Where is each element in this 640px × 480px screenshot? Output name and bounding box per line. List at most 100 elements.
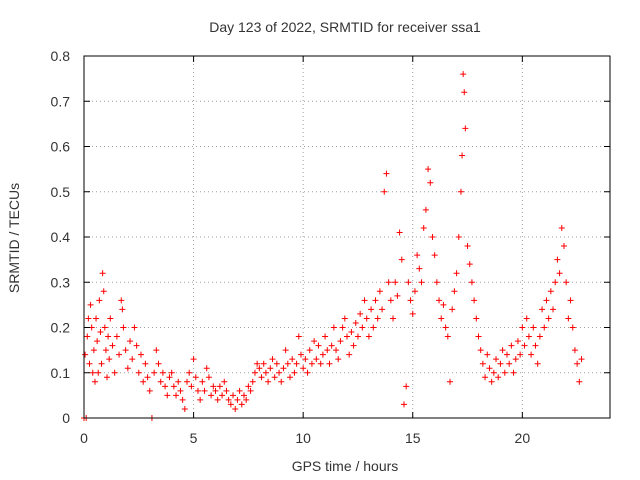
y-tick-label: 0.2 bbox=[51, 320, 71, 336]
data-point bbox=[499, 347, 506, 354]
y-tick-label: 0.5 bbox=[51, 184, 71, 200]
data-point bbox=[131, 324, 138, 331]
data-point bbox=[530, 324, 537, 331]
data-point bbox=[374, 315, 381, 322]
x-tick-label: 15 bbox=[405, 430, 421, 446]
data-point bbox=[576, 378, 583, 385]
data-point bbox=[297, 351, 304, 358]
data-point bbox=[243, 396, 250, 403]
data-point bbox=[249, 378, 256, 385]
y-tick-label: 0.7 bbox=[51, 93, 71, 109]
data-point bbox=[462, 125, 469, 132]
data-point bbox=[256, 365, 263, 372]
data-point bbox=[405, 279, 412, 286]
data-point bbox=[93, 315, 100, 322]
data-point bbox=[368, 306, 375, 313]
data-point bbox=[90, 347, 97, 354]
data-point bbox=[361, 297, 368, 304]
data-point bbox=[565, 315, 572, 322]
data-point bbox=[91, 378, 98, 385]
data-point bbox=[262, 369, 269, 376]
data-point bbox=[173, 392, 180, 399]
y-tick-label: 0.6 bbox=[51, 139, 71, 155]
data-point bbox=[276, 369, 283, 376]
data-point bbox=[157, 378, 164, 385]
data-point bbox=[319, 351, 326, 358]
data-point bbox=[482, 374, 489, 381]
data-point bbox=[265, 378, 272, 385]
y-tick-label: 0 bbox=[62, 410, 70, 426]
data-point bbox=[341, 315, 348, 322]
data-point bbox=[350, 342, 357, 349]
data-point bbox=[105, 333, 112, 340]
data-point bbox=[282, 347, 289, 354]
data-point bbox=[324, 347, 331, 354]
data-point bbox=[512, 356, 519, 363]
data-point bbox=[385, 279, 392, 286]
data-point bbox=[260, 360, 267, 367]
data-point bbox=[159, 369, 166, 376]
data-point bbox=[289, 356, 296, 363]
y-tick-label: 0.8 bbox=[51, 48, 71, 64]
data-point bbox=[225, 396, 232, 403]
data-point bbox=[291, 369, 298, 376]
data-point bbox=[271, 374, 278, 381]
data-point bbox=[245, 383, 252, 390]
data-point bbox=[442, 324, 449, 331]
data-point bbox=[451, 288, 458, 295]
data-point bbox=[232, 405, 239, 412]
data-point bbox=[129, 356, 136, 363]
data-point bbox=[457, 188, 464, 195]
data-point bbox=[95, 369, 102, 376]
data-point bbox=[280, 365, 287, 372]
data-point bbox=[398, 256, 405, 263]
data-point bbox=[302, 356, 309, 363]
data-point bbox=[287, 374, 294, 381]
data-point bbox=[308, 360, 315, 367]
data-point bbox=[267, 365, 274, 372]
data-point bbox=[387, 297, 394, 304]
data-point bbox=[116, 351, 123, 358]
data-point bbox=[269, 356, 276, 363]
data-point bbox=[230, 392, 237, 399]
data-point bbox=[449, 306, 456, 313]
data-point bbox=[514, 338, 521, 345]
data-point bbox=[326, 360, 333, 367]
data-point bbox=[400, 401, 407, 408]
data-point bbox=[113, 333, 120, 340]
data-point bbox=[563, 279, 570, 286]
data-point bbox=[403, 383, 410, 390]
data-points bbox=[81, 71, 585, 421]
y-tick-label: 0.4 bbox=[51, 229, 71, 245]
data-point bbox=[444, 333, 451, 340]
data-point bbox=[94, 338, 101, 345]
data-point bbox=[440, 301, 447, 308]
data-point bbox=[84, 333, 91, 340]
data-point bbox=[153, 347, 160, 354]
data-point bbox=[552, 279, 559, 286]
data-point bbox=[119, 306, 126, 313]
data-point bbox=[554, 256, 561, 263]
data-point bbox=[330, 324, 337, 331]
data-point bbox=[429, 234, 436, 240]
data-point bbox=[427, 179, 434, 186]
data-point bbox=[392, 279, 399, 286]
x-tick-label: 5 bbox=[190, 430, 198, 446]
data-point bbox=[188, 383, 195, 390]
data-point bbox=[238, 401, 245, 408]
x-tick-label: 20 bbox=[515, 430, 531, 446]
data-point bbox=[170, 383, 177, 390]
data-point bbox=[212, 387, 219, 394]
data-point bbox=[438, 315, 445, 322]
data-point bbox=[547, 288, 554, 295]
data-point bbox=[459, 152, 466, 159]
data-point bbox=[155, 360, 162, 367]
data-point bbox=[214, 396, 221, 403]
data-point bbox=[109, 342, 116, 349]
data-point bbox=[124, 365, 131, 372]
data-point bbox=[418, 279, 425, 286]
data-point bbox=[247, 387, 254, 394]
data-point bbox=[455, 234, 462, 240]
data-point bbox=[194, 387, 201, 394]
